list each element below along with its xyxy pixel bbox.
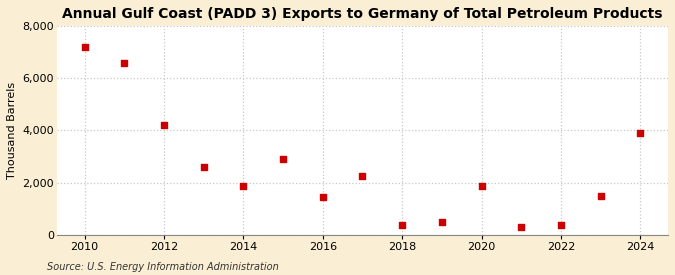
Point [595, 193, 606, 198]
Point [516, 225, 526, 229]
Point [238, 184, 249, 189]
Point [397, 223, 408, 228]
Point [79, 45, 90, 49]
Point [317, 195, 328, 199]
Point [476, 184, 487, 189]
Text: Source: U.S. Energy Information Administration: Source: U.S. Energy Information Administ… [47, 262, 279, 272]
Point [437, 219, 448, 224]
Point [159, 123, 169, 127]
Y-axis label: Thousand Barrels: Thousand Barrels [7, 82, 17, 179]
Point [556, 223, 566, 228]
Point [357, 174, 368, 178]
Point [635, 131, 646, 135]
Point [119, 60, 130, 65]
Point [277, 157, 288, 161]
Point [198, 165, 209, 169]
Title: Annual Gulf Coast (PADD 3) Exports to Germany of Total Petroleum Products: Annual Gulf Coast (PADD 3) Exports to Ge… [62, 7, 663, 21]
